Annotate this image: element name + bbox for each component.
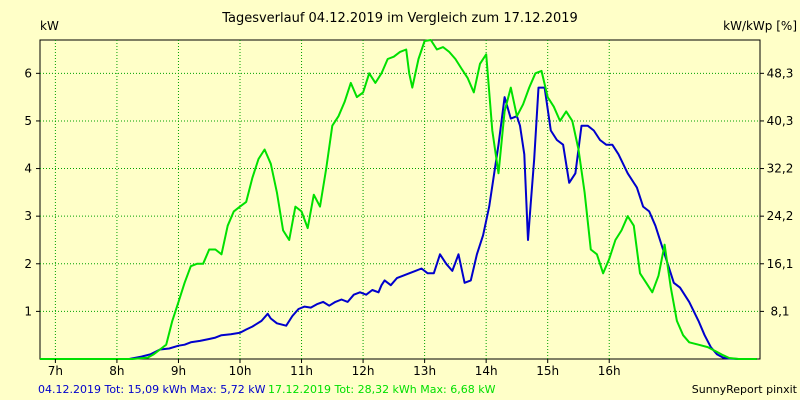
footer-credit: SunnyReport pinxit [692,383,798,396]
y-axis-right-ticks: 8,1 16,1 24,2 32,2 40,3 48,3 [760,66,793,318]
y-axis-right-unit: kW/kWp [%] [723,19,797,33]
x-axis-ticks: 7h 8h 9h 10h 11h 12h 13h 14h 15h 16h [48,359,621,378]
series-2 [40,39,757,360]
y-left-tick-label: 5 [24,114,32,128]
y-left-tick-label: 3 [24,209,32,223]
x-tick-label: 16h [598,364,621,378]
y-axis-left-ticks: 1 2 3 4 5 6 [24,66,40,318]
x-tick-label: 7h [48,364,63,378]
series-line [40,86,757,360]
x-tick-label: 8h [109,364,124,378]
x-tick-label: 9h [171,364,186,378]
y-right-tick-label: 48,3 [767,66,794,80]
x-tick-label: 11h [290,364,313,378]
y-right-tick-label: 16,1 [767,257,794,271]
y-right-tick-label: 40,3 [767,114,794,128]
x-tick-label: 14h [475,364,498,378]
x-tick-label: 10h [229,364,252,378]
series-line [40,39,757,360]
x-tick-label: 12h [352,364,375,378]
y-right-tick-label: 8,1 [770,304,789,318]
y-left-tick-label: 6 [24,66,32,80]
x-tick-label: 13h [413,364,436,378]
gridlines [40,40,760,359]
footer-series1-summary: 04.12.2019 Tot: 15,09 kWh Max: 5,72 kW [38,383,266,396]
y-left-tick-label: 1 [24,304,32,318]
y-left-tick-label: 2 [24,257,32,271]
series-layer [40,39,757,360]
y-left-tick-label: 4 [24,162,32,176]
x-tick-label: 15h [536,364,559,378]
y-right-tick-label: 24,2 [767,209,794,223]
y-right-tick-label: 32,2 [767,162,794,176]
y-axis-left-unit: kW [40,19,59,33]
series-1 [40,86,757,360]
footer-series2-summary: 17.12.2019 Tot: 28,32 kWh Max: 6,68 kW [268,383,496,396]
chart-title: Tagesverlauf 04.12.2019 im Vergleich zum… [221,11,578,26]
